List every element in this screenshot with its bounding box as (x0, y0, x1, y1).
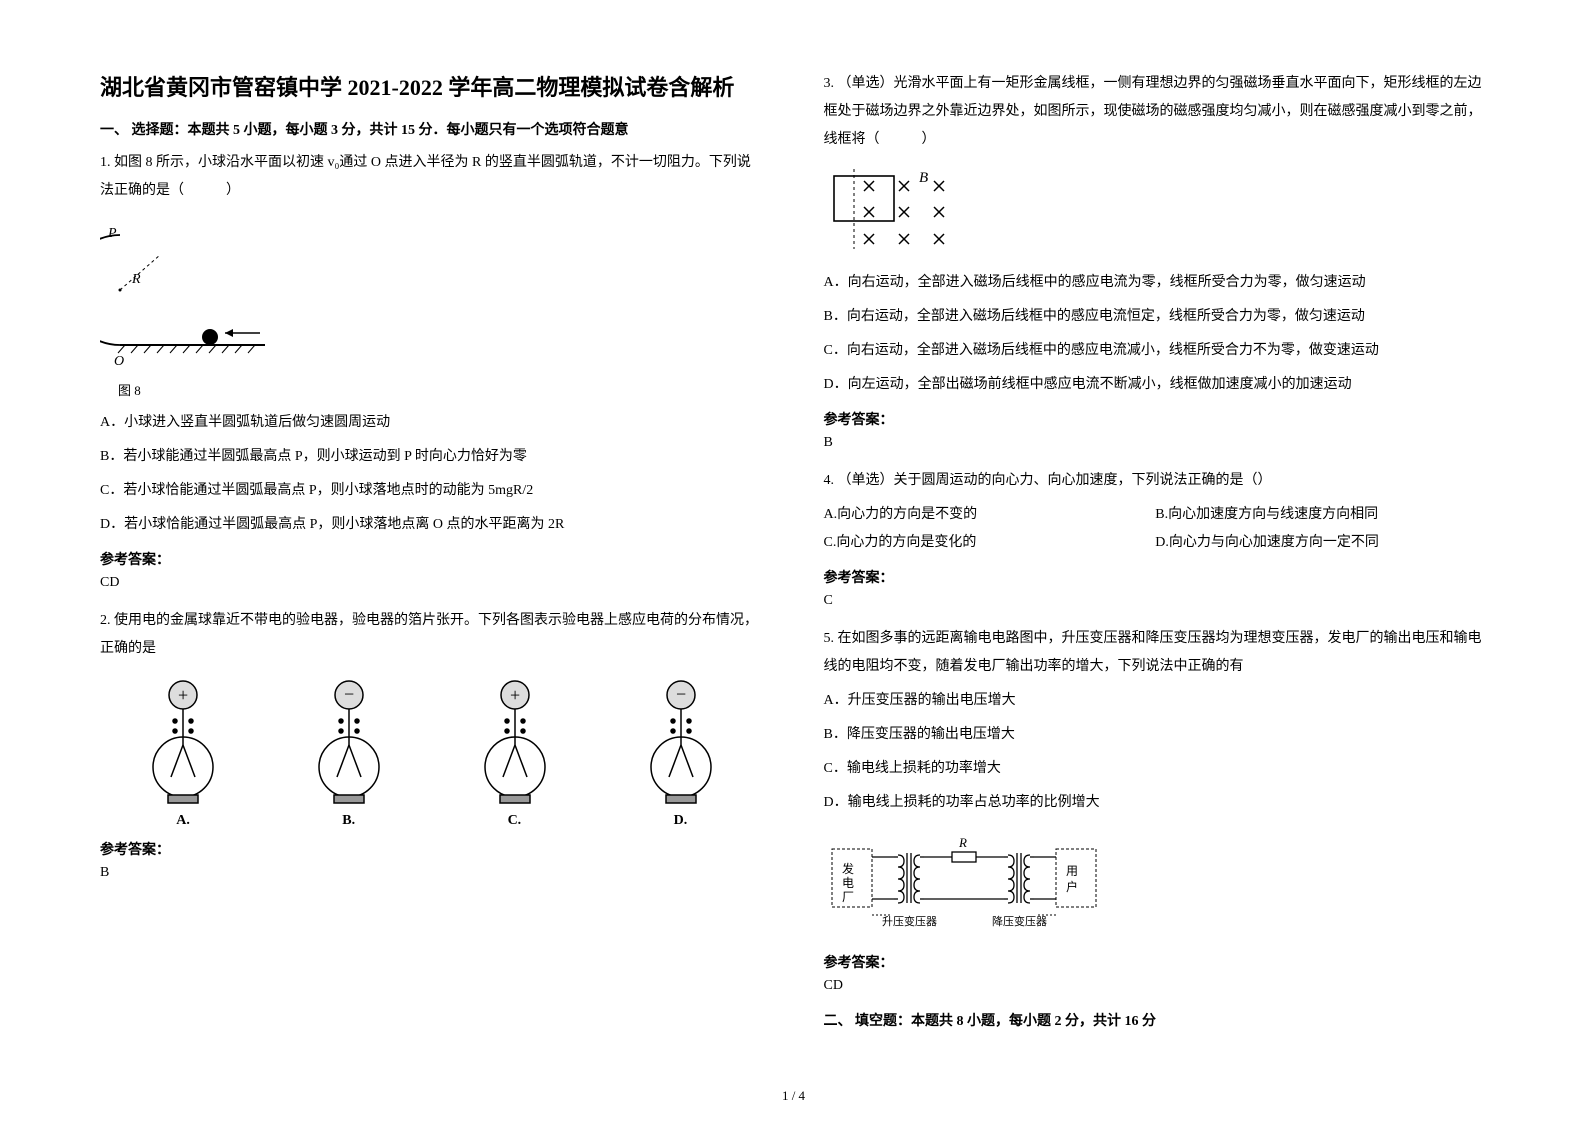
q1-figure-caption: 图 8 (118, 380, 764, 399)
q2-option-labels: A. B. C. D. (100, 813, 764, 829)
right-column: 3. （单选）光滑水平面上有一矩形金属线框，一侧有理想边界的匀强磁场垂直水平面向… (824, 70, 1488, 1040)
section-2-heading: 二、 填空题：本题共 8 小题，每小题 2 分，共计 16 分 (824, 1010, 1488, 1030)
q3-answer-label: 参考答案： (824, 409, 1488, 429)
q3-optB: B．向右运动，全部进入磁场后线框中的感应电流恒定，线框所受合力为零，做匀速运动 (824, 303, 1488, 331)
q2-stem: 2. 使用电的金属球靠近不带电的验电器，验电器的箔片张开。下列各图表示验电器上感… (100, 607, 764, 663)
q1-optB: B．若小球能通过半圆弧最高点 P，则小球运动到 P 时向心力恰好为零 (100, 443, 764, 471)
svg-text:+: + (178, 685, 188, 705)
q4-optB: B.向心加速度方向与线速度方向相同 (1155, 501, 1487, 529)
page-footer: 1 / 4 (0, 1088, 1587, 1104)
q4-answer-label: 参考答案： (824, 567, 1488, 587)
q5-answer-label: 参考答案： (824, 952, 1488, 972)
q5-fig-label-r: R (958, 835, 967, 850)
fig-label-o: O (114, 354, 124, 369)
q5-stem: 5. 在如图多事的远距离输电电路图中，升压变压器和降压变压器均为理想变压器，发电… (824, 625, 1488, 681)
q4-answer: C (824, 593, 1488, 609)
fig-label-r: R (131, 272, 141, 287)
svg-text:−: − (676, 684, 686, 704)
q5-optD: D．输电线上损耗的功率占总功率的比例增大 (824, 789, 1488, 817)
q2-labelA: A. (176, 813, 190, 829)
q1-answer: CD (100, 575, 764, 591)
q5-fig-user: 用 (1066, 864, 1078, 878)
q3-optC: C．向右运动，全部进入磁场后线框中的感应电流减小，线框所受合力不为零，做变速运动 (824, 337, 1488, 365)
q1-optD: D．若小球恰能通过半圆弧最高点 P，则小球落地点离 O 点的水平距离为 2R (100, 511, 764, 539)
q5-optB: B．降压变压器的输出电压增大 (824, 721, 1488, 749)
q5-fig-down-label: 降压变压器 (992, 914, 1047, 928)
svg-text:+: + (510, 685, 520, 705)
q3-stem: 3. （单选）光滑水平面上有一矩形金属线框，一侧有理想边界的匀强磁场垂直水平面向… (824, 70, 1488, 154)
q5-optC: C．输电线上损耗的功率增大 (824, 755, 1488, 783)
q1-figure: P R O 图 8 (100, 215, 764, 399)
q5-fig-up-label: 升压变压器 (882, 914, 937, 928)
q4-stem: 4. （单选）关于圆周运动的向心力、向心加速度，下列说法正确的是（） (824, 467, 1488, 495)
page-title: 湖北省黄冈市管窑镇中学 2021-2022 学年高二物理模拟试卷含解析 (100, 70, 764, 105)
q5-answer: CD (824, 978, 1488, 994)
q1-optA: A．小球进入竖直半圆弧轨道后做匀速圆周运动 (100, 409, 764, 437)
q1-answer-label: 参考答案： (100, 549, 764, 569)
svg-text:电: 电 (842, 876, 854, 890)
svg-text:−: − (344, 684, 354, 704)
fig-label-p: P (107, 226, 117, 241)
q2-labelD: D. (674, 813, 688, 829)
section-1-heading: 一、 选择题：本题共 5 小题，每小题 3 分，共计 15 分．每小题只有一个选… (100, 119, 764, 139)
q5-optA: A．升压变压器的输出电压增大 (824, 687, 1488, 715)
q2-answer: B (100, 865, 764, 881)
q2-answer-label: 参考答案： (100, 839, 764, 859)
svg-text:厂: 厂 (842, 890, 854, 904)
q5-figure: 发 电 厂 用 户 R (824, 827, 1488, 942)
q2-labelB: B. (342, 813, 355, 829)
q3-fig-label-b: B (919, 170, 928, 186)
q3-figure: B (824, 164, 1488, 259)
q4-optC: C.向心力的方向是变化的 (824, 529, 1156, 557)
q2-labelC: C. (508, 813, 522, 829)
q1-optC: C．若小球恰能通过半圆弧最高点 P，则小球落地点时的动能为 5mgR/2 (100, 477, 764, 505)
q3-optD: D．向左运动，全部出磁场前线框中感应电流不断减小，线框做加速度减小的加速运动 (824, 371, 1488, 399)
q5-fig-gen: 发 (842, 861, 854, 876)
svg-text:户: 户 (1066, 879, 1078, 894)
q3-optA: A．向右运动，全部进入磁场后线框中的感应电流为零，线框所受合力为零，做匀速运动 (824, 269, 1488, 297)
q2-figure: + − + (100, 677, 764, 807)
left-column: 湖北省黄冈市管窑镇中学 2021-2022 学年高二物理模拟试卷含解析 一、 选… (100, 70, 764, 1040)
q4-optA: A.向心力的方向是不变的 (824, 501, 1156, 529)
q1-stem: 1. 如图 8 所示，小球沿水平面以初速 v₀通过 O 点进入半径为 R 的竖直… (100, 149, 764, 205)
q4-optD: D.向心力与向心加速度方向一定不同 (1155, 529, 1487, 557)
q3-answer: B (824, 435, 1488, 451)
